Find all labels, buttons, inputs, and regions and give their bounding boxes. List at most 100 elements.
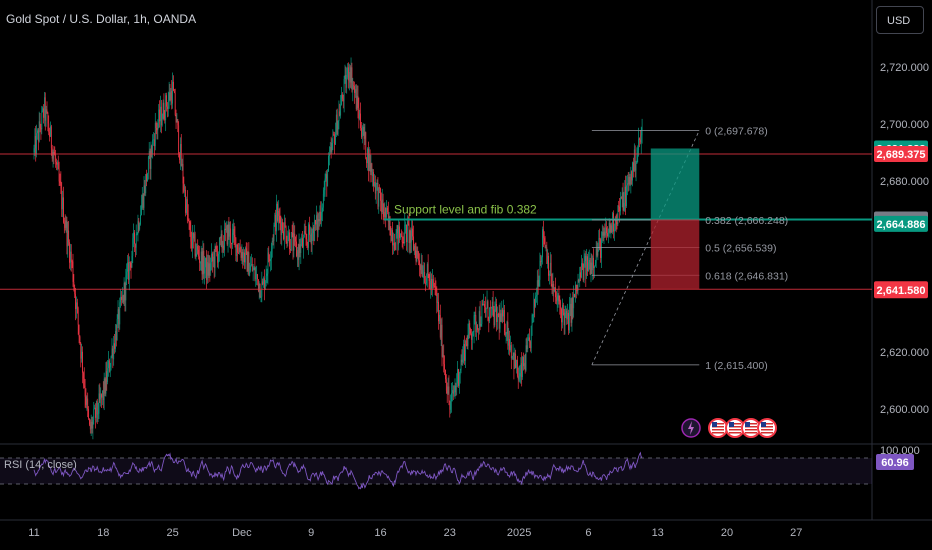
candle-body	[187, 213, 189, 220]
candle-body	[344, 74, 346, 79]
us-flag-icon[interactable]	[725, 418, 745, 438]
time-tick-label: 23	[444, 527, 456, 539]
candle	[406, 215, 408, 253]
candle	[37, 128, 39, 151]
symbol-title[interactable]: Gold Spot / U.S. Dollar, 1h, OANDA	[6, 12, 197, 26]
candle	[433, 282, 435, 288]
candle-body	[558, 295, 560, 302]
candle-body	[237, 244, 238, 253]
candle	[587, 253, 588, 277]
candle	[404, 213, 406, 246]
candle-body	[207, 262, 209, 276]
candle-body	[596, 248, 598, 256]
candle-body	[569, 303, 571, 307]
candle	[452, 385, 454, 401]
candle	[351, 62, 353, 93]
candle	[515, 349, 517, 369]
candle-body	[184, 189, 186, 191]
candle-body	[447, 386, 449, 394]
candle-body	[287, 239, 289, 244]
candle-body	[243, 252, 245, 262]
candle	[59, 173, 61, 186]
flag-canton	[745, 422, 750, 427]
candle-body	[86, 398, 88, 405]
candle	[586, 248, 588, 279]
candle	[531, 313, 533, 336]
candle	[480, 316, 482, 328]
candle-body	[233, 228, 235, 235]
candle-body	[264, 278, 265, 290]
candle	[547, 249, 549, 269]
candle	[475, 306, 477, 337]
candle	[137, 214, 139, 242]
candle-body	[134, 232, 135, 244]
candle-body	[203, 250, 205, 274]
candle-body	[88, 409, 89, 419]
candle	[374, 175, 376, 200]
candle-body	[150, 145, 152, 169]
candle-body	[626, 185, 627, 207]
candle-body	[587, 256, 588, 272]
candle-body	[348, 67, 349, 81]
candle-body	[428, 273, 430, 281]
candle	[346, 67, 348, 94]
candle-body	[183, 183, 185, 191]
candle-body	[509, 338, 510, 351]
candle	[523, 352, 524, 371]
candle	[159, 100, 161, 128]
candle-body	[354, 89, 356, 93]
candle	[467, 323, 469, 350]
candle	[367, 141, 369, 182]
candle	[609, 219, 611, 234]
candle-body	[500, 313, 502, 322]
candle	[84, 379, 86, 408]
candle-body	[392, 230, 394, 246]
candle-body	[67, 230, 69, 247]
candle	[90, 414, 92, 436]
candle-body	[279, 215, 281, 223]
candle-body	[380, 200, 382, 213]
candle-body	[63, 222, 65, 225]
candle-body	[181, 163, 183, 166]
candle	[133, 223, 135, 248]
candle	[63, 217, 65, 234]
candle-body	[542, 229, 544, 238]
candle-body	[604, 231, 606, 236]
candle	[68, 221, 70, 246]
currency-button[interactable]: USD	[876, 6, 924, 34]
candle-body	[315, 219, 316, 225]
candle	[439, 304, 441, 340]
candle-body	[177, 119, 179, 126]
candle	[632, 161, 633, 187]
us-flag-icon[interactable]	[708, 418, 728, 438]
candle	[463, 339, 465, 364]
candle	[192, 224, 193, 259]
candle	[469, 320, 471, 339]
candle-body	[110, 356, 112, 367]
candle	[139, 222, 141, 231]
candle-body	[134, 243, 136, 248]
candle	[108, 358, 110, 373]
candle-body	[33, 148, 35, 153]
candle	[294, 225, 296, 246]
candle	[160, 100, 162, 134]
candle-body	[486, 301, 488, 308]
candle-body	[43, 108, 44, 118]
candle-body	[462, 352, 464, 363]
us-flag-icon[interactable]	[757, 418, 777, 438]
candle-body	[155, 122, 157, 128]
candle-body	[121, 295, 123, 300]
overlays-layer: Support level and fib 0.382 0 (2,697.678)…	[0, 125, 872, 372]
lightning-icon[interactable]	[681, 418, 701, 438]
candle	[323, 180, 325, 201]
candle-body	[262, 281, 264, 285]
candle-body	[179, 153, 180, 160]
candle	[413, 225, 414, 252]
candle	[58, 161, 60, 186]
candle-body	[48, 123, 50, 133]
time-tick-label: 9	[308, 527, 314, 539]
candle	[335, 122, 336, 146]
candle	[530, 325, 532, 354]
candle-body	[167, 106, 168, 110]
